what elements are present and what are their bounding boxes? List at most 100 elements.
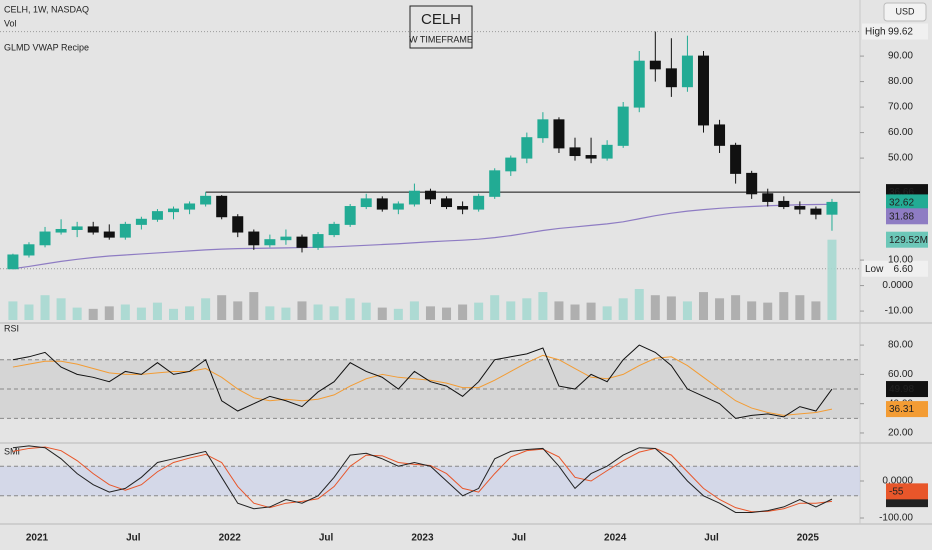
- volume-bar: [522, 298, 532, 320]
- volume-bar: [249, 292, 259, 320]
- candle-body: [585, 155, 597, 159]
- y-tick-label: -10.00: [885, 306, 914, 317]
- candle-body: [794, 206, 806, 210]
- candle-body: [103, 231, 115, 238]
- volume-bar: [281, 307, 291, 320]
- candle-body: [521, 137, 533, 159]
- candle-body: [151, 211, 163, 220]
- y-tick-label: 20.00: [888, 428, 913, 439]
- volume-bar: [345, 298, 355, 320]
- price-tag-label: 32.62: [889, 198, 914, 209]
- volume-bar: [72, 307, 82, 320]
- price-tag: [886, 208, 928, 225]
- volume-bar: [490, 295, 500, 320]
- pane-title: SMI: [4, 446, 20, 456]
- volume-bar: [185, 306, 195, 320]
- y-tick-label: 10.00: [888, 255, 913, 266]
- volume-bar: [618, 298, 628, 320]
- candle-body: [87, 226, 99, 233]
- marker-tag: [862, 23, 928, 40]
- volume-bar: [731, 295, 741, 320]
- volume-bar: [811, 301, 821, 320]
- marker-name: High: [865, 27, 886, 38]
- y-tick-label: 0.0000: [882, 476, 913, 487]
- price-tag: [886, 194, 928, 211]
- price-tag: [886, 401, 928, 418]
- price-tag-label: 31.88: [889, 211, 914, 222]
- volume-bar: [136, 307, 146, 320]
- price-tag-label: 36.31: [889, 404, 914, 415]
- volume-bar: [56, 298, 66, 320]
- volume-bar: [650, 295, 660, 320]
- x-tick-label: 2025: [797, 533, 820, 544]
- volume-bar: [265, 306, 275, 320]
- candle-body: [344, 206, 356, 225]
- candle-body: [617, 106, 629, 146]
- volume-bar: [554, 301, 564, 320]
- y-tick-label: 80.00: [888, 340, 913, 351]
- indicator-line: [12, 445, 833, 513]
- volume-bar: [506, 301, 516, 320]
- candle-body: [697, 55, 709, 126]
- marker-value: 99.62: [888, 27, 913, 38]
- candle-body: [505, 157, 517, 172]
- marker-name: Low: [865, 264, 884, 275]
- candle-body: [408, 190, 420, 205]
- candle-body: [312, 234, 324, 248]
- volume-bar: [715, 298, 725, 320]
- volume-bar: [795, 295, 805, 320]
- x-tick-label: Jul: [319, 533, 334, 544]
- candle-body: [424, 190, 436, 200]
- currency-button[interactable]: [883, 2, 927, 22]
- y-tick-label: 0.0000: [882, 280, 913, 291]
- volume-bar: [297, 301, 307, 320]
- symbol-label: CELH, 1W, NASDAQ: [4, 4, 89, 14]
- candle-body: [746, 172, 758, 195]
- indicator-line: [12, 354, 833, 416]
- volume-bar: [120, 304, 130, 320]
- volume-bar: [152, 302, 162, 320]
- indicator-label: Vol: [4, 18, 17, 28]
- price-tag-label: 36.66: [889, 187, 914, 198]
- currency-label[interactable]: USD: [895, 6, 915, 16]
- candle-body: [248, 231, 260, 246]
- marker-value: 6.60: [894, 264, 914, 275]
- volume-bar: [329, 306, 339, 320]
- candle-body: [714, 124, 726, 146]
- title: CELH: [421, 11, 461, 28]
- candle-body: [601, 144, 613, 159]
- y-tick-label: 90.00: [888, 51, 913, 62]
- y-tick-label: 50.00: [888, 153, 913, 164]
- candle-body: [665, 68, 677, 88]
- indicator-line: [12, 344, 833, 419]
- candle-body: [23, 244, 35, 256]
- y-tick-label: -100.00: [879, 513, 913, 524]
- candle-body: [537, 119, 549, 139]
- price-tag: [886, 231, 928, 248]
- candle-body: [71, 226, 83, 230]
- candle-body: [392, 203, 404, 210]
- pane-title: RSI: [4, 323, 19, 333]
- candle-body: [633, 60, 645, 108]
- volume-bar: [88, 308, 98, 320]
- price-tag-label: -48.97: [889, 494, 918, 505]
- x-tick-label: 2024: [604, 533, 627, 544]
- candle-body: [376, 198, 388, 210]
- volume-bar: [634, 289, 644, 320]
- volume-bar: [474, 302, 484, 320]
- volume-bar: [666, 296, 676, 320]
- subtitle: W TIMEFRAME: [409, 34, 473, 44]
- volume-bar: [570, 304, 580, 320]
- volume-bar: [361, 302, 371, 320]
- volume-bar: [827, 239, 837, 320]
- candle-body: [135, 218, 147, 225]
- candle-body: [441, 198, 453, 208]
- candle-body: [55, 228, 67, 233]
- volume-bar: [169, 308, 179, 320]
- title-box: [409, 5, 473, 49]
- price-tag: [886, 381, 928, 398]
- candle-body: [280, 236, 292, 241]
- candle-body: [681, 55, 693, 88]
